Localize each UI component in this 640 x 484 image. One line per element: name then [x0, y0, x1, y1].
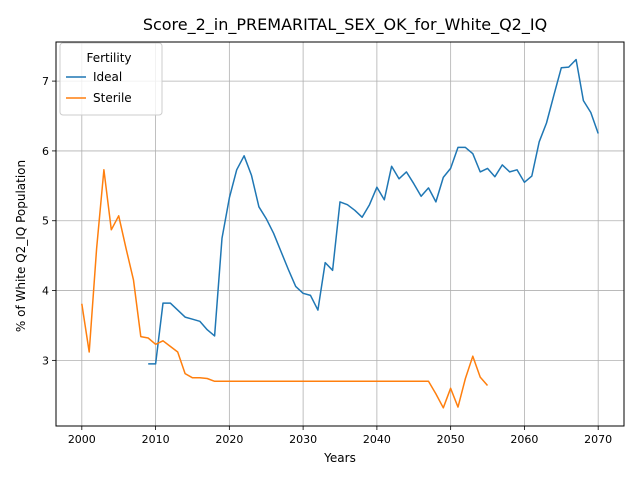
x-tick-label: 2040 [363, 433, 391, 446]
series-line-ideal [148, 58, 599, 365]
x-tick-label: 2060 [510, 433, 538, 446]
x-tick-label: 2030 [289, 433, 317, 446]
x-tick-label: 2050 [437, 433, 465, 446]
legend-box [59, 42, 163, 116]
y-tick-label: 3 [42, 354, 49, 367]
legend-title: Fertility [86, 51, 131, 65]
y-tick-label: 5 [42, 215, 49, 228]
legend-entries: Ideal Sterile [66, 70, 132, 105]
y-tick-label: 7 [42, 75, 49, 88]
legend-label-ideal: Ideal [93, 70, 122, 84]
x-tick-label: 2020 [215, 433, 243, 446]
x-tick-label: 2000 [68, 433, 96, 446]
series-lines [81, 58, 599, 409]
series-line-sterile [81, 169, 489, 409]
plot-frame [55, 41, 625, 427]
x-tick-label: 2070 [584, 433, 612, 446]
x-tick-label: 2010 [142, 433, 170, 446]
legend: Fertility Ideal Sterile [59, 42, 163, 116]
grid [56, 42, 624, 426]
y-axis-label: % of White Q2_IQ Population [14, 160, 28, 332]
y-tick-label: 4 [42, 285, 49, 298]
chart-title: Score_2_in_PREMARITAL_SEX_OK_for_White_Q… [143, 15, 547, 35]
x-axis-label: Years [323, 451, 356, 465]
y-tick-label: 6 [42, 145, 49, 158]
axis-ticks: 2000 2010 2020 2030 2040 2050 2060 2070 3 4 5 6 7 [42, 75, 612, 446]
legend-label-sterile: Sterile [93, 91, 132, 105]
